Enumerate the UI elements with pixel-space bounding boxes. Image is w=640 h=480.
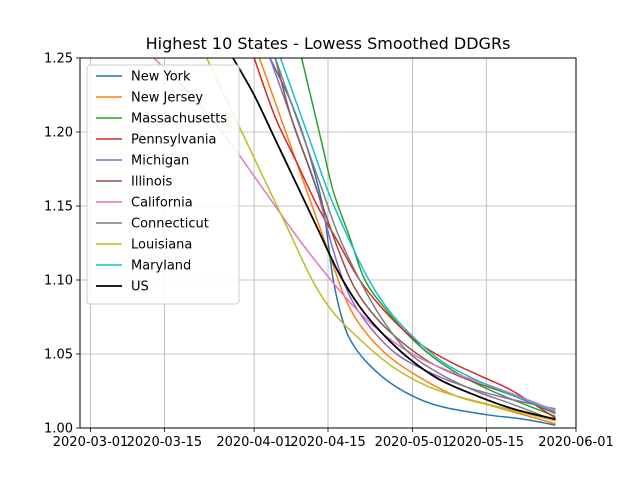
legend-label: Pennsylvania <box>131 133 216 148</box>
y-tick-label: 1.25 <box>44 52 73 67</box>
series-line-us <box>232 58 556 421</box>
x-tick-label: 2020-05-15 <box>449 435 525 450</box>
x-tick-label: 2020-06-01 <box>538 435 614 450</box>
x-tick-label: 2020-03-15 <box>127 435 203 450</box>
legend-label: Connecticut <box>131 217 209 232</box>
x-tick-label: 2020-04-15 <box>290 435 366 450</box>
series-line-louisiana <box>205 58 556 422</box>
legend-label: Maryland <box>131 259 191 274</box>
series-line-pennsylvania <box>253 58 556 419</box>
series-line-connecticut <box>274 58 556 422</box>
legend-label: US <box>131 280 149 295</box>
x-tick-label: 2020-05-01 <box>375 435 451 450</box>
chart-title: Highest 10 States - Lowess Smoothed DDGR… <box>146 34 511 53</box>
legend-label: New Jersey <box>131 91 203 106</box>
y-tick-label: 1.05 <box>44 348 73 363</box>
y-tick-label: 1.20 <box>44 126 73 141</box>
y-tick-label: 1.15 <box>44 200 73 215</box>
legend-label: Illinois <box>131 175 172 190</box>
series-line-illinois <box>274 58 556 414</box>
legend-label: Michigan <box>131 154 189 169</box>
legend-label: California <box>131 196 193 211</box>
plot-area <box>153 58 556 426</box>
series-line-maryland <box>279 58 556 413</box>
y-tick-label: 1.00 <box>44 422 73 437</box>
x-tick-label: 2020-03-01 <box>53 435 129 450</box>
legend-label: New York <box>131 70 191 85</box>
legend-label: Louisiana <box>131 238 192 253</box>
legend-label: Massachusetts <box>131 112 227 127</box>
y-tick-label: 1.10 <box>44 274 73 289</box>
legend: New York New Jersey Massachusetts Pennsylva… <box>86 64 240 305</box>
legend-box <box>86 64 240 305</box>
x-tick-label: 2020-04-01 <box>216 435 292 450</box>
y-axis: 1.00 1.05 1.10 1.15 1.20 1.25 <box>44 52 80 437</box>
